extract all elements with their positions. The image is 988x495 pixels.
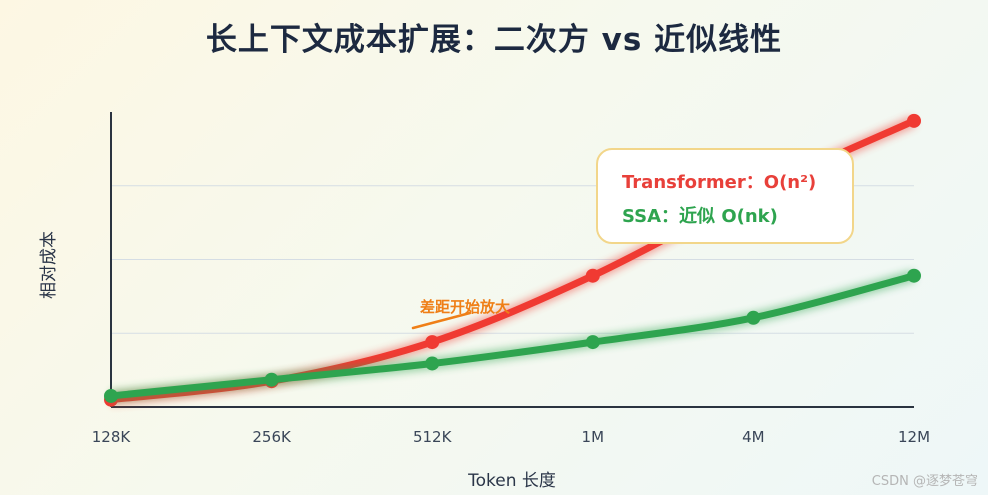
data-point-ssa <box>585 335 600 350</box>
x-tick-label: 12M <box>898 428 930 446</box>
x-tick-label: 1M <box>582 428 605 446</box>
data-point-ssa <box>104 388 118 403</box>
chart-title: 长上下文成本扩展：二次方 vs 近似线性 <box>205 22 783 58</box>
legend-item-ssa: SSA：近似 O(nk) <box>622 206 778 227</box>
annotation-gap-widening: 差距开始放大 <box>420 298 511 316</box>
x-tick-label: 4M <box>742 428 765 446</box>
data-point-ssa <box>264 372 279 387</box>
axes <box>110 112 914 408</box>
data-point-transformer <box>907 113 921 128</box>
annotation-pointer <box>411 311 472 330</box>
data-point-transformer <box>585 268 600 283</box>
legend-item-transformer: Transformer：O(n²) <box>622 172 817 193</box>
x-tick-label: 512K <box>413 428 453 446</box>
series-glow-ssa <box>110 269 916 402</box>
data-point-ssa <box>907 268 921 283</box>
y-axis-title: 相对成本 <box>39 231 59 299</box>
data-point-transformer <box>425 335 440 350</box>
legend: Transformer：O(n²) SSA：近似 O(nk) <box>596 148 854 244</box>
x-tick-label: 128K <box>92 428 132 446</box>
data-point-ssa <box>746 310 761 325</box>
x-axis-title: Token 长度 <box>467 471 556 491</box>
x-tick-labels: 128K 256K 512K 1M 4M 12M <box>92 428 930 446</box>
series-line-ssa <box>107 272 918 400</box>
watermark: CSDN @逐梦苍穹 <box>871 474 978 489</box>
data-point-ssa <box>425 356 440 371</box>
x-tick-label: 256K <box>252 428 292 446</box>
